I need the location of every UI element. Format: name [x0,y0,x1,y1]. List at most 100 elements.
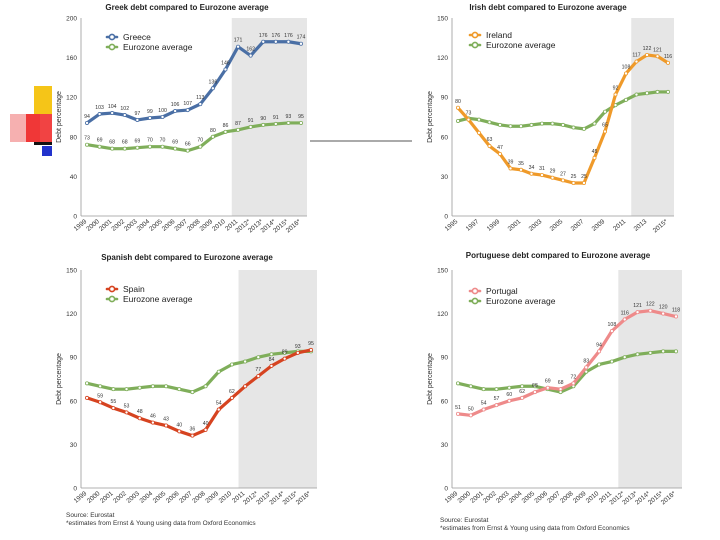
portugal-x-tick-label: 2006 [533,490,549,505]
spain-data-label: 46 [150,414,156,420]
ireland-y-tick-label: 0 [444,214,448,221]
ireland-y-tick-label: 90 [441,95,449,102]
spain-data-point [229,362,234,367]
greece-data-label: 70 [160,138,166,144]
ireland-data-point [529,171,534,176]
portugal-x-tick-label: 2002 [482,490,498,505]
ireland-data-point [665,89,670,94]
spain-legend-label: Eurozone average [123,294,193,304]
portugal-data-point [673,349,678,354]
spain-debt-chart: 0 30 60 90 120 150 1999 2000 2001 2002 2003 2004 200… [55,250,323,512]
portugal-y-tick-label: 150 [437,268,448,275]
greece-data-point [147,115,152,120]
spain-data-label: 95 [308,341,314,347]
ireland-data-point [487,120,492,125]
greece-chart-title: Greek debt compared to Eurozone average [105,3,269,12]
greece-x-tick-label: 2009 [199,218,215,233]
spain-data-point [269,363,274,368]
greece-data-label: 100 [158,108,167,114]
portugal-data-label: 57 [494,396,500,402]
spain-legend-marker [108,295,116,303]
greece-data-label: 99 [147,109,153,115]
greece-data-point [261,39,266,44]
ireland-x-tick-label: 2011 [612,218,628,233]
greece-data-point [198,102,203,107]
spain-data-label: 43 [163,417,169,423]
portugal-data-point [597,349,602,354]
ireland-data-label: 35 [518,161,524,167]
portugal-y-tick-label: 120 [437,311,448,318]
greece-data-point [160,115,165,120]
greece-data-point [198,144,203,149]
spain-data-label: 40 [203,421,209,427]
ireland-data-point [602,109,607,114]
portugal-data-point [622,317,627,322]
greece-series-line-eurozone [85,121,303,153]
greece-debt-chart: 0 40 80 120 160 200 1999 2000 2001 2002 2003 2004 20… [55,0,315,252]
spain-data-point [243,359,248,364]
greece-legend-label: Greece [123,32,151,42]
ireland-chart-title: Irish debt compared to Eurozone average [469,3,627,12]
ireland-legend-marker [471,41,479,49]
portugal-x-tick-label: 2004 [508,490,524,505]
ireland-data-label: 80 [455,99,461,105]
greece-data-point [185,108,190,113]
greece-legend-marker [108,33,116,41]
spain-x-tick-label: 2009 [204,490,220,505]
portugal-data-label: 108 [608,322,617,328]
ireland-legend-label: Eurozone average [486,40,556,50]
greece-x-tick-label: 2008 [186,218,202,233]
spain-data-label: 77 [255,367,261,373]
portugal-data-point [520,384,525,389]
ireland-data-point [456,118,461,123]
ireland-x-tick-label: 1997 [465,218,481,233]
spain-data-point [216,407,221,412]
spain-data-point [124,387,129,392]
ireland-data-point [498,151,503,156]
spain-data-label: 53 [124,403,130,409]
greece-data-point [248,53,253,58]
greece-x-tick-label: 2007 [173,218,189,233]
spain-y-tick-label: 90 [70,355,78,362]
greece-data-label: 87 [235,121,241,127]
portugal-data-point [597,362,602,367]
ireland-data-point [623,71,628,76]
ireland-data-point [613,92,618,97]
spain-data-point [282,356,287,361]
spain-data-point [243,384,248,389]
ireland-data-label: 39 [508,159,514,165]
spain-data-point [98,384,103,389]
greece-data-label: 69 [97,138,103,144]
ireland-data-point [456,105,461,110]
portugal-data-point [648,308,653,313]
portugal-data-label: 122 [646,302,655,308]
spain-data-point [256,374,261,379]
greece-x-tick-label: 2004 [136,218,152,233]
portugal-data-point [571,381,576,386]
ireland-y-tick-label: 150 [437,16,448,23]
portugal-data-point [494,387,499,392]
greece-y-tick-label: 120 [66,95,77,102]
ireland-x-tick-label: 1999 [486,218,502,233]
greece-data-label: 91 [273,115,279,121]
spain-data-point [84,395,89,400]
portugal-legend-marker [471,287,479,295]
portugal-x-tick-label: 2003 [495,490,511,505]
greece-data-point [160,144,165,149]
spain-x-tick-label: 2002 [112,490,128,505]
spain-x-tick-label: 2000 [86,490,102,505]
spain-data-point [150,420,155,425]
spain-data-label: 59 [97,393,103,399]
ireland-data-label: 92 [613,86,619,92]
greece-data-point [298,41,303,46]
greece-data-point [223,129,228,134]
greece-data-point [97,144,102,149]
portugal-data-point [635,310,640,315]
ireland-data-point [634,59,639,64]
greece-data-label: 97 [134,111,140,117]
greece-data-label: 176 [271,33,280,39]
greece-y-tick-label: 0 [73,214,77,221]
portugal-x-tick-label: 2016* [660,490,678,507]
portugal-x-tick-label: 2001 [469,490,485,505]
portugal-data-label: 51 [455,405,461,411]
